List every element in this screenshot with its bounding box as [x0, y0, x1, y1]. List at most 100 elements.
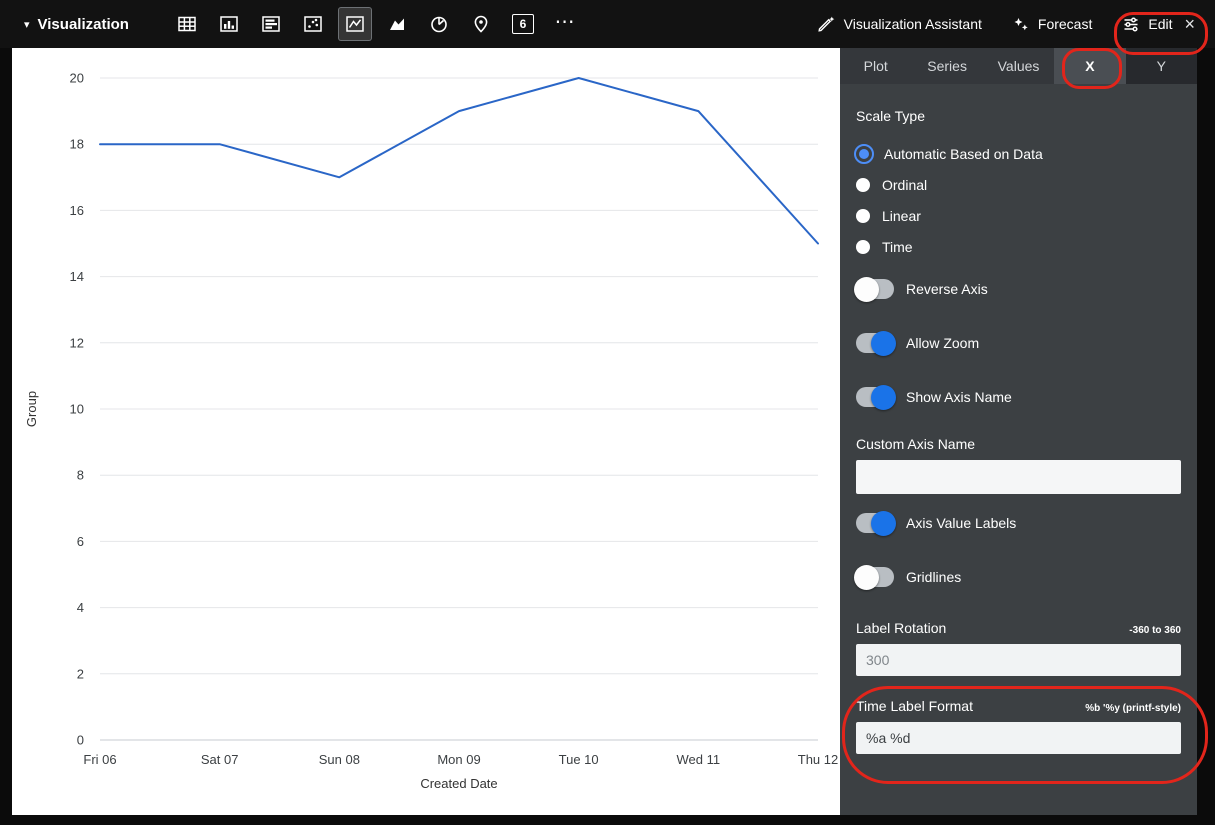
viz-type-table-button[interactable] [171, 8, 203, 40]
custom-axis-name-input[interactable] [856, 460, 1181, 494]
panel-body: Scale Type Automatic Based on Data Ordin… [840, 84, 1197, 815]
svg-text:12: 12 [70, 335, 84, 350]
svg-text:0: 0 [77, 733, 84, 748]
viz-type-map-button[interactable] [465, 8, 497, 40]
magic-pencil-icon [817, 16, 834, 32]
bar-chart-icon [262, 16, 280, 32]
edit-button[interactable]: Edit [1122, 15, 1172, 33]
line-chart-icon [346, 16, 364, 32]
viz-type-more-button[interactable]: ⋯ [549, 8, 581, 40]
label-rotation-heading: Label Rotation -360 to 360 [856, 620, 1181, 636]
tab-y[interactable]: Y [1125, 48, 1198, 84]
forecast-label: Forecast [1037, 16, 1093, 32]
radio-ordinal[interactable]: Ordinal [856, 169, 1181, 200]
toggle-axis-value-labels: Axis Value Labels [856, 510, 1181, 536]
svg-text:Created Date: Created Date [420, 776, 497, 791]
show-axis-name-switch[interactable] [856, 384, 896, 410]
panel-tabs: Plot Series Values X Y [840, 48, 1198, 84]
radio-icon [854, 143, 874, 164]
svg-text:4: 4 [77, 600, 84, 615]
column-chart-icon [220, 16, 238, 32]
viz-type-bar-button[interactable] [255, 8, 287, 40]
radio-icon [856, 208, 870, 223]
allow-zoom-switch[interactable] [856, 330, 896, 356]
radio-automatic-based-on-data[interactable]: Automatic Based on Data [854, 138, 1181, 169]
toggle-label: Axis Value Labels [906, 515, 1017, 531]
field-label: Time Label Format [856, 698, 973, 714]
viz-type-area-button[interactable] [381, 8, 413, 40]
toggle-reverse-axis: Reverse Axis [854, 276, 1181, 302]
viz-type-single-value-button[interactable]: 6 [507, 8, 539, 40]
svg-text:Fri 06: Fri 06 [83, 752, 116, 767]
toggle-gridlines: Gridlines [854, 564, 1181, 590]
close-icon[interactable]: × [1184, 14, 1195, 34]
tab-values[interactable]: Values [997, 58, 1040, 74]
radio-label: Automatic Based on Data [884, 145, 1043, 162]
visualization-title: Visualization [37, 15, 129, 33]
map-pin-icon [474, 15, 488, 33]
field-label: Label Rotation [856, 620, 947, 636]
svg-text:16: 16 [70, 203, 84, 218]
axis-value-labels-switch[interactable] [856, 510, 896, 536]
sparkles-icon [1014, 18, 1028, 31]
toggle-allow-zoom: Allow Zoom [856, 330, 1181, 356]
field-label: Custom Axis Name [856, 436, 976, 452]
radio-icon [856, 239, 870, 254]
viz-type-line-button[interactable] [338, 8, 371, 40]
toggle-label: Allow Zoom [906, 335, 980, 351]
tab-x[interactable]: X [1054, 48, 1126, 84]
main-area: 0 2 4 6 8 10 12 14 16 18 20 Fri 06 Sat 07 Sun 08 Mon 0… [12, 48, 1198, 815]
table-icon [178, 16, 196, 32]
svg-text:18: 18 [70, 137, 84, 152]
scale-type-heading: Scale Type [856, 108, 926, 124]
svg-text:Group: Group [24, 391, 39, 427]
viz-type-column-button[interactable] [213, 8, 245, 40]
svg-text:14: 14 [70, 269, 84, 284]
radio-label: Time [882, 238, 913, 255]
time-label-format-heading: Time Label Format %b '%y (printf-style) [856, 698, 1181, 714]
radio-linear[interactable]: Linear [856, 200, 1181, 231]
svg-text:20: 20 [70, 71, 84, 86]
toolbar-actions: Visualization Assistant Forecast Edit × [817, 15, 1199, 33]
svg-text:10: 10 [70, 402, 84, 417]
edit-group: Edit × [1122, 15, 1199, 33]
svg-text:Thu 12: Thu 12 [798, 752, 838, 767]
scatter-plot-icon [304, 16, 322, 32]
toggle-label: Reverse Axis [906, 281, 988, 297]
radio-label: Linear [882, 207, 921, 224]
forecast-button[interactable]: Forecast [1012, 15, 1092, 33]
gridlines-switch[interactable] [854, 564, 894, 590]
viz-type-pie-button[interactable] [423, 8, 455, 40]
radio-label: Ordinal [882, 176, 928, 193]
svg-text:Mon 09: Mon 09 [437, 752, 480, 767]
svg-text:Wed 11: Wed 11 [677, 752, 721, 767]
more-icon: ⋯ [554, 10, 576, 33]
tab-plot[interactable]: Plot [863, 58, 888, 74]
area-chart-icon [389, 18, 404, 30]
svg-text:8: 8 [77, 468, 84, 483]
toolbar: ▾ Visualization [0, 0, 1215, 48]
visualization-assistant-label: Visualization Assistant [843, 16, 982, 32]
time-label-format-input[interactable] [856, 722, 1181, 754]
edit-label: Edit [1148, 16, 1173, 32]
single-value-icon: 6 [511, 14, 534, 34]
visualization-menu[interactable]: ▾ Visualization [24, 16, 129, 33]
reverse-axis-switch[interactable] [854, 276, 894, 302]
svg-text:2: 2 [77, 666, 84, 681]
visualization-assistant-button[interactable]: Visualization Assistant [817, 15, 982, 33]
svg-text:Tue 10: Tue 10 [559, 752, 599, 767]
svg-text:6: 6 [77, 534, 84, 549]
svg-text:Sat 07: Sat 07 [201, 752, 239, 767]
custom-axis-name-heading: Custom Axis Name [856, 436, 1181, 452]
viz-type-scatter-button[interactable] [297, 8, 329, 40]
radio-time[interactable]: Time [856, 231, 1181, 262]
svg-text:Sun 08: Sun 08 [319, 752, 360, 767]
tab-series[interactable]: Series [927, 58, 967, 74]
caret-down-icon: ▾ [24, 18, 30, 31]
radio-icon [856, 177, 870, 192]
toggle-label: Show Axis Name [906, 389, 1012, 405]
label-rotation-input[interactable] [856, 644, 1181, 676]
viz-type-picker: 6 ⋯ [171, 8, 581, 40]
edit-panel: Plot Series Values X Y Scale Type Automa… [840, 48, 1198, 815]
toggle-label: Gridlines [906, 569, 962, 585]
